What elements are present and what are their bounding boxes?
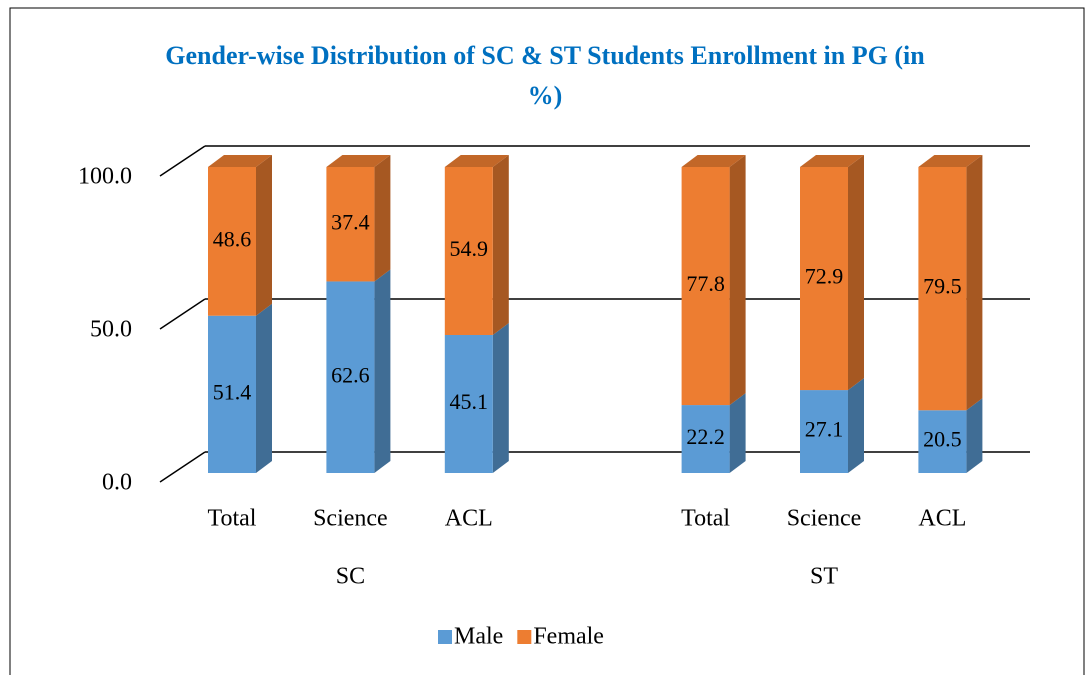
bar-side [848,378,864,473]
grid-line [159,145,206,177]
data-label: 22.2 [686,424,725,449]
legend-label: Male [454,624,503,650]
bar-side [729,155,746,406]
legend-swatch [438,630,452,644]
bar-top [326,155,391,167]
data-label: 77.8 [686,271,725,296]
data-label: 45.1 [450,389,489,414]
y-tick-label: 0.0 [102,470,132,496]
bar-top [918,155,983,167]
data-label: 48.6 [213,226,252,251]
data-label: 54.9 [450,236,489,261]
bar [208,167,256,316]
data-label: 62.6 [331,362,370,387]
bar-top [800,155,864,167]
bar-top [444,155,509,167]
data-label: 72.9 [805,264,844,289]
bar [208,315,256,473]
data-label: 79.5 [923,274,962,299]
x-tick-label: Total [208,506,257,532]
bar-top [681,155,746,167]
data-label: 20.5 [923,427,962,452]
bar-side [729,393,746,473]
bar-top [208,155,272,167]
chart-title: Gender-wise Distribution of SC & ST Stud… [165,41,925,110]
bar-side [374,155,391,282]
grid-line [159,298,206,330]
bar [681,405,730,473]
bar [800,390,848,473]
data-label: 27.1 [805,417,844,442]
bar-side [492,322,509,473]
bar-side [492,155,509,335]
group-label: SC [336,564,365,590]
group-label: ST [810,564,838,590]
y-tick-label: 100.0 [78,164,132,190]
x-tick-label: Science [313,506,388,532]
legend-swatch [517,630,532,644]
legend-label: Female [533,624,604,650]
x-tick-label: ACL [918,506,966,532]
bar-side [966,155,983,411]
bar [918,410,967,473]
bar [918,167,967,411]
grid-line [159,451,206,483]
x-tick-label: ACL [445,506,493,532]
bar [326,281,375,473]
bar [681,167,730,406]
bar-side [256,303,272,473]
chart-border [9,7,1085,675]
bar [326,167,375,282]
bar [800,167,848,391]
data-label: 37.4 [331,209,370,234]
bar-side [848,155,864,391]
bar-side [256,155,272,316]
x-tick-label: Science [787,506,862,532]
bar [444,167,493,335]
bar-side [966,398,983,473]
y-tick-label: 50.0 [90,317,132,343]
data-label: 51.4 [213,379,252,404]
bar [444,334,493,473]
x-tick-label: Total [681,506,730,532]
bar-side [374,269,391,473]
